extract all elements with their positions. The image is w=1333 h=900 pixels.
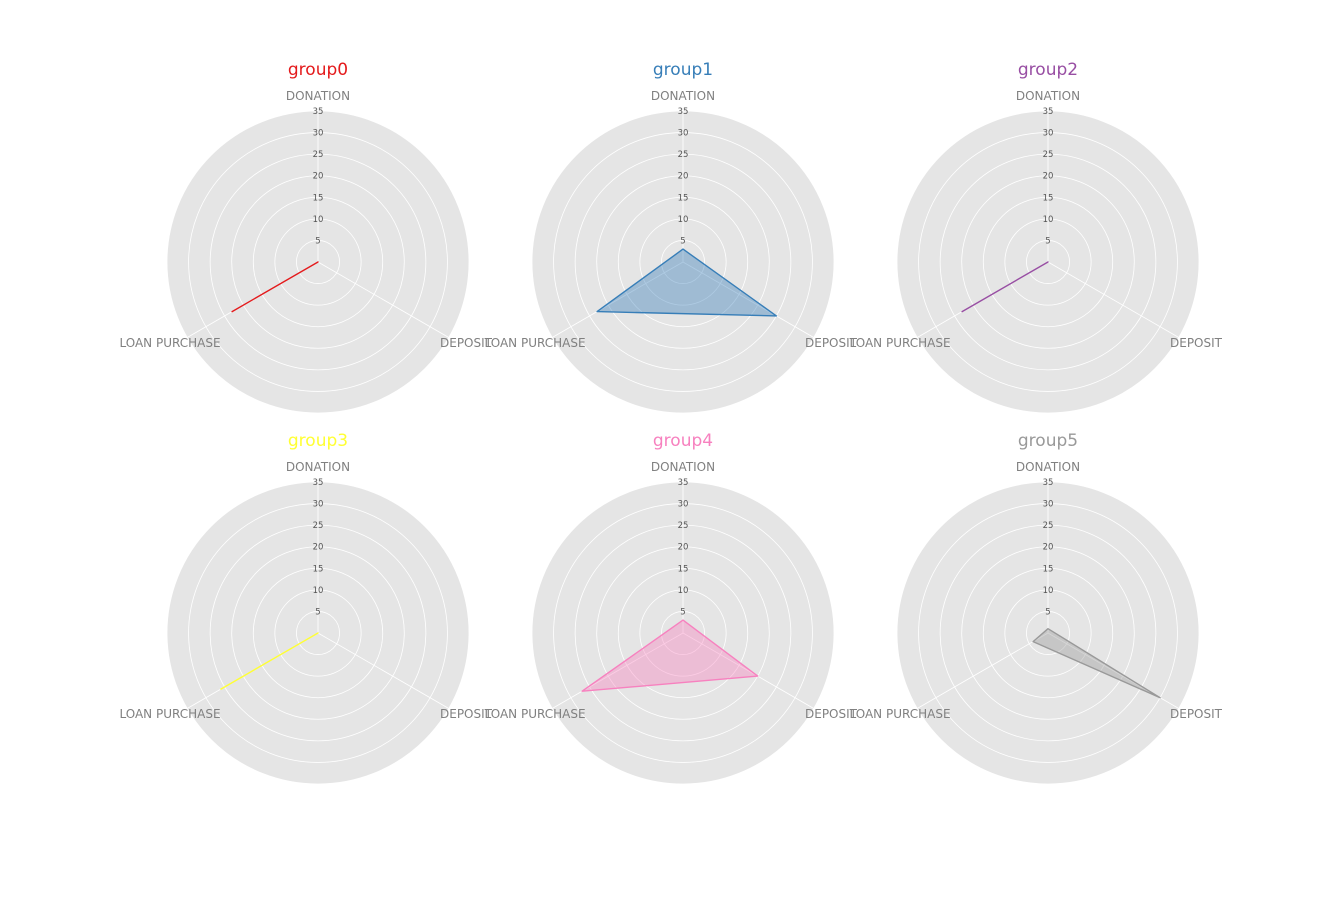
radial-tick-label: 30 — [313, 500, 324, 510]
radar-panel-3: 5 10 15 20 25 30 35 DONATION DEPOSIT LOAN PURCHAS… — [119, 431, 493, 785]
radial-tick-label: 15 — [313, 564, 324, 574]
panel-title: group5 — [1018, 431, 1078, 451]
radar-panel-4: 5 10 15 20 25 30 35 DONATION DEPOSIT LOAN PURCHAS… — [484, 431, 858, 785]
panel-title: group2 — [1018, 60, 1078, 80]
radial-tick-label: 35 — [678, 107, 689, 117]
radial-tick-label: 15 — [1043, 193, 1054, 203]
radial-tick-label: 10 — [1043, 586, 1054, 596]
radial-tick-label: 25 — [678, 150, 689, 160]
radial-tick-label: 15 — [313, 193, 324, 203]
radar-panel-0: 5 10 15 20 25 30 35 DONATION DEPOSIT LOAN PURCHAS… — [119, 60, 493, 414]
radar-spoke — [1047, 261, 1179, 338]
axis-label-deposit: DEPOSIT — [440, 707, 493, 721]
radial-tick-label: 20 — [313, 543, 324, 553]
axis-label-loan-purchase: LOAN PURCHASE — [119, 336, 220, 350]
radial-tick-label: 20 — [1043, 543, 1054, 553]
radar-panel-1: 5 10 15 20 25 30 35 DONATION DEPOSIT LOAN PURCHAS… — [484, 60, 858, 414]
radial-tick-label: 25 — [1043, 521, 1054, 531]
radar-spoke — [317, 261, 449, 338]
radial-tick-label: 35 — [313, 107, 324, 117]
radar-spoke — [682, 632, 814, 709]
radar-spoke — [317, 632, 449, 709]
radar-spoke — [552, 632, 684, 709]
axis-label-loan-purchase: LOAN PURCHASE — [849, 336, 950, 350]
radial-tick-label: 25 — [313, 521, 324, 531]
radar-series-group1 — [596, 248, 778, 317]
radar-series-group2 — [961, 261, 1049, 313]
axis-label-donation: DONATION — [651, 460, 715, 474]
radial-tick-label: 5 — [1045, 607, 1050, 617]
radar-series-group0 — [231, 261, 319, 313]
radial-tick-label: 30 — [1043, 129, 1054, 139]
radial-tick-label: 5 — [315, 236, 320, 246]
radial-tick-label: 30 — [678, 129, 689, 139]
radial-tick-label: 25 — [313, 150, 324, 160]
radial-tick-label: 35 — [313, 478, 324, 488]
radial-tick-label: 5 — [680, 236, 685, 246]
radial-tick-label: 15 — [1043, 564, 1054, 574]
radar-series-group5 — [1032, 628, 1161, 699]
radial-tick-label: 35 — [1043, 107, 1054, 117]
panel-title: group1 — [653, 60, 713, 80]
radial-tick-label: 10 — [313, 215, 324, 225]
axis-label-deposit: DEPOSIT — [1170, 336, 1223, 350]
radar-spoke — [682, 261, 814, 338]
radar-panel-2: 5 10 15 20 25 30 35 DONATION DEPOSIT LOAN PURCHAS… — [849, 60, 1223, 414]
axis-label-deposit: DEPOSIT — [805, 336, 858, 350]
radar-series-group3 — [220, 632, 319, 690]
radial-tick-label: 25 — [1043, 150, 1054, 160]
radial-tick-label: 20 — [313, 172, 324, 182]
radar-spoke — [552, 261, 684, 338]
radial-tick-label: 10 — [678, 215, 689, 225]
axis-label-loan-purchase: LOAN PURCHASE — [484, 707, 585, 721]
axis-label-loan-purchase: LOAN PURCHASE — [484, 336, 585, 350]
axis-label-loan-purchase: LOAN PURCHASE — [849, 707, 950, 721]
radial-tick-label: 15 — [678, 193, 689, 203]
panel-title: group3 — [288, 431, 348, 451]
radial-tick-label: 5 — [680, 607, 685, 617]
axis-label-donation: DONATION — [286, 460, 350, 474]
axis-label-donation: DONATION — [651, 89, 715, 103]
radial-tick-label: 20 — [678, 172, 689, 182]
radial-tick-label: 10 — [678, 586, 689, 596]
radial-tick-label: 10 — [1043, 215, 1054, 225]
axis-label-donation: DONATION — [1016, 89, 1080, 103]
axis-label-deposit: DEPOSIT — [1170, 707, 1223, 721]
panel-title: group4 — [653, 431, 713, 451]
radial-tick-label: 10 — [313, 586, 324, 596]
axis-label-deposit: DEPOSIT — [805, 707, 858, 721]
axis-label-donation: DONATION — [286, 89, 350, 103]
radial-tick-label: 35 — [678, 478, 689, 488]
radial-tick-label: 5 — [1045, 236, 1050, 246]
radar-spoke — [917, 632, 1049, 709]
radial-tick-label: 5 — [315, 607, 320, 617]
axis-label-loan-purchase: LOAN PURCHASE — [119, 707, 220, 721]
radar-panel-5: 5 10 15 20 25 30 35 DONATION DEPOSIT LOAN PURCHAS… — [849, 431, 1223, 785]
radial-tick-label: 20 — [1043, 172, 1054, 182]
radial-tick-label: 35 — [1043, 478, 1054, 488]
radial-tick-label: 25 — [678, 521, 689, 531]
radar-series-group4 — [581, 619, 759, 692]
radial-tick-label: 30 — [313, 129, 324, 139]
panel-title: group0 — [288, 60, 348, 80]
axis-label-deposit: DEPOSIT — [440, 336, 493, 350]
radial-tick-label: 15 — [678, 564, 689, 574]
radial-tick-label: 30 — [678, 500, 689, 510]
radial-tick-label: 20 — [678, 543, 689, 553]
radial-tick-label: 30 — [1043, 500, 1054, 510]
axis-label-donation: DONATION — [1016, 460, 1080, 474]
